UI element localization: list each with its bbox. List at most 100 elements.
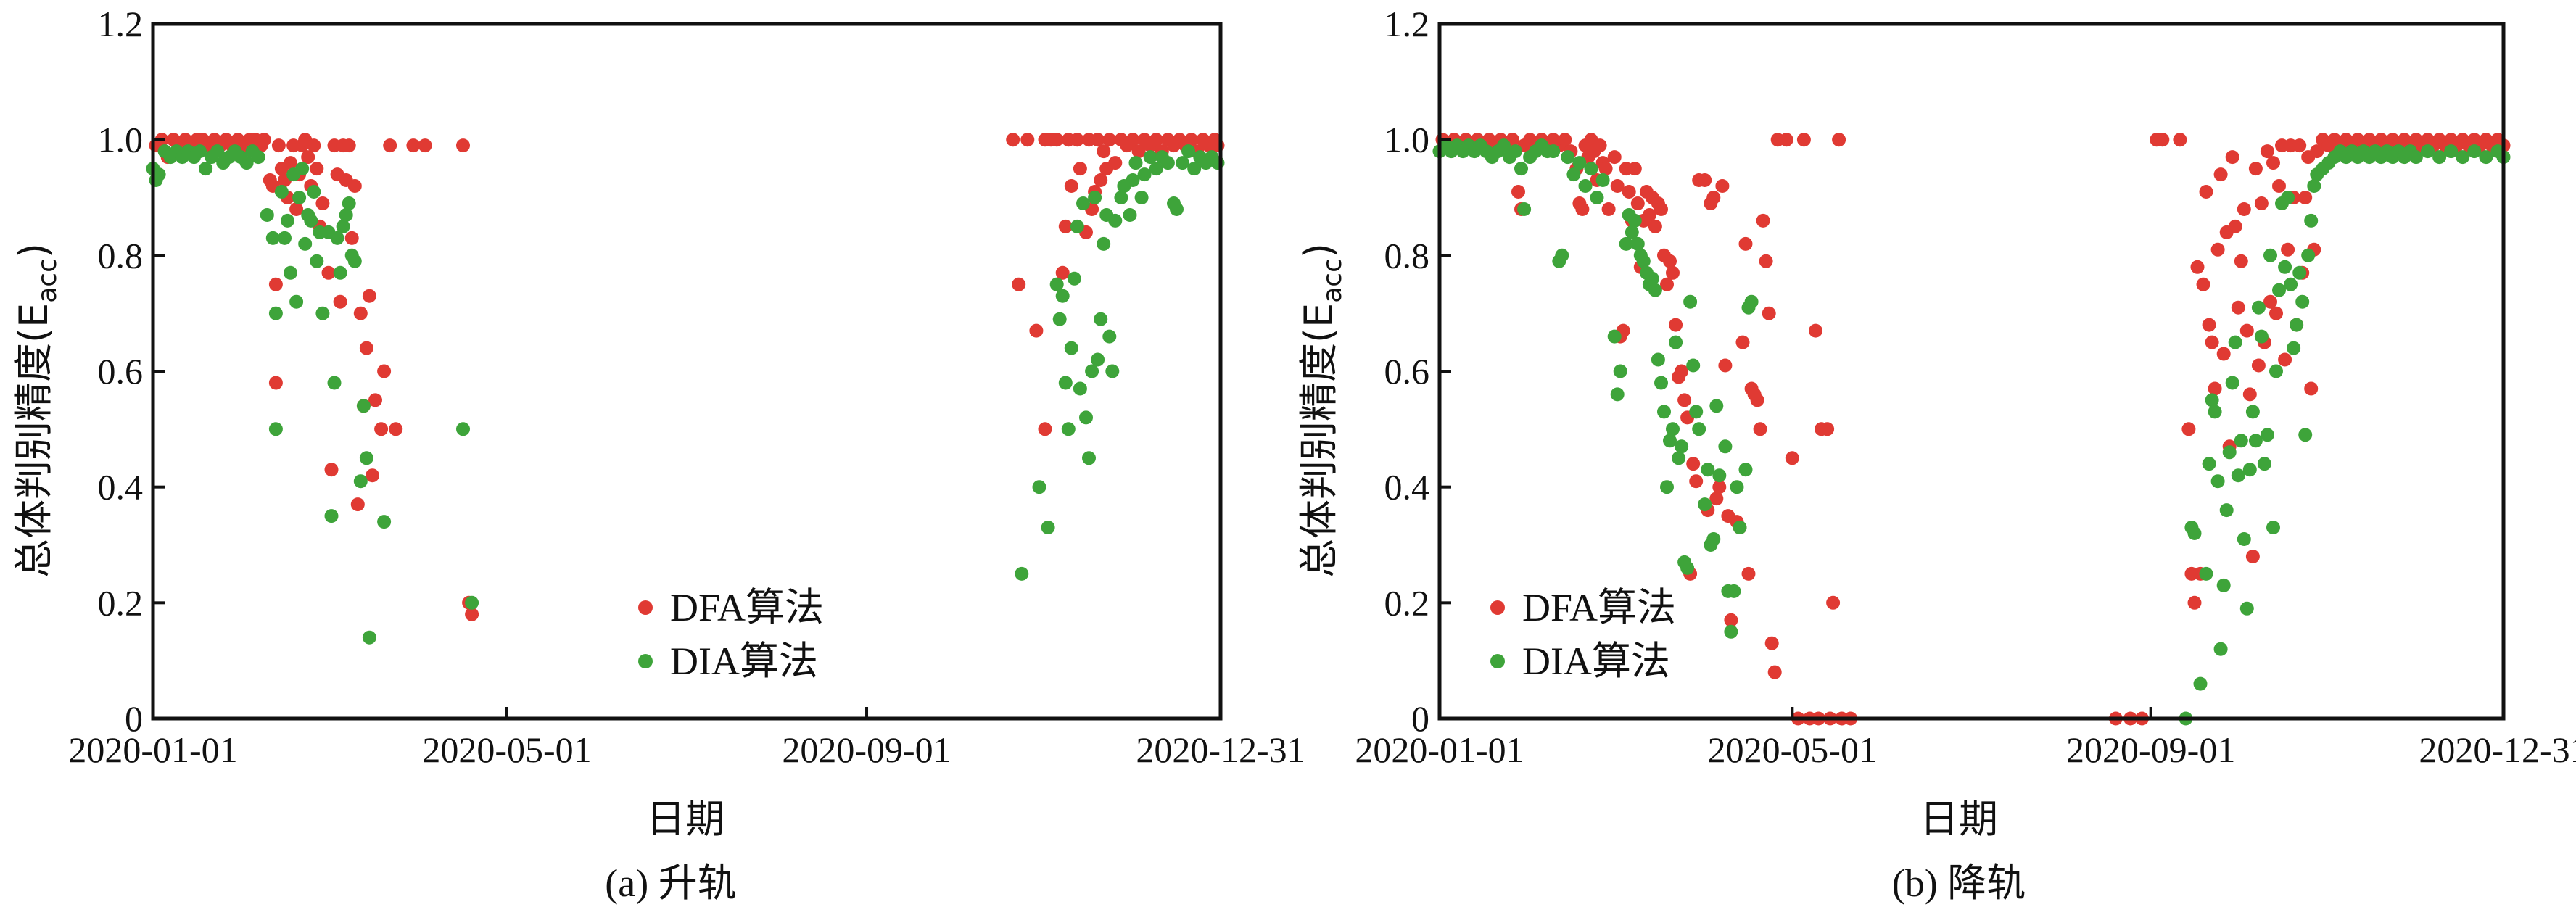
data-point [1709, 492, 1724, 506]
data-point [1709, 399, 1724, 413]
data-point [344, 231, 359, 245]
data-point [2284, 277, 2298, 291]
data-point [347, 179, 362, 193]
data-point [1625, 225, 1639, 239]
data-point [1718, 358, 1733, 373]
data-point [350, 497, 365, 512]
y-tick-label: 0.8 [98, 235, 144, 276]
x-tick-label: 2020-05-01 [422, 729, 591, 770]
data-point [1126, 173, 1140, 187]
data-point [1820, 422, 1835, 436]
y-tick-label: 0.4 [1384, 467, 1430, 508]
data-point [1076, 196, 1090, 210]
data-point [2245, 405, 2260, 419]
data-point [2242, 387, 2257, 402]
data-point [1683, 294, 1698, 309]
data-point [278, 231, 292, 245]
data-point [268, 376, 283, 390]
legend-a: DFA算法 DIA算法 [638, 586, 824, 683]
data-point [1669, 318, 1683, 332]
data-point [1073, 162, 1087, 176]
data-point [310, 162, 324, 176]
data-point [2237, 202, 2251, 216]
data-point [1094, 173, 1108, 187]
data-point [307, 185, 321, 199]
data-point [1648, 219, 1662, 233]
x-tick-label: 2020-09-01 [782, 729, 951, 770]
x-tick-label: 2020-09-01 [2066, 729, 2235, 770]
data-point [1137, 167, 1152, 182]
data-point [1666, 265, 1680, 280]
data-point [353, 474, 368, 489]
data-point [1105, 364, 1120, 378]
data-point [307, 138, 321, 153]
data-point [1032, 480, 1046, 494]
data-point [2181, 422, 2196, 436]
data-point [1131, 144, 1146, 159]
data-point [1102, 133, 1117, 147]
data-point [1727, 584, 1741, 598]
data-point [2196, 277, 2210, 291]
xlabel-a: 日期 [646, 796, 724, 842]
data-point [1675, 439, 1689, 454]
data-point [1738, 236, 1753, 251]
data-point [1660, 277, 1674, 291]
data-point [2467, 144, 2482, 159]
y-tick-label: 0 [1411, 698, 1429, 739]
data-point [366, 468, 379, 483]
panel-ascending: 总体判别精度(Eacc) 日期 (a) 升轨 0 0.2 0.4 0.6 0.8 1.0 1… [11, 4, 1305, 905]
data-point [1102, 329, 1117, 344]
data-point [2248, 162, 2263, 176]
data-point [339, 208, 353, 222]
data-point [2248, 434, 2263, 448]
xlabel-b: 日期 [1920, 796, 1998, 842]
data-point [1590, 191, 1604, 204]
data-point [2479, 150, 2493, 165]
data-point [2208, 381, 2222, 396]
data-point [2199, 566, 2213, 581]
data-point [1058, 376, 1073, 390]
data-point [336, 219, 350, 233]
data-point [1698, 173, 1712, 187]
data-point [2213, 642, 2228, 656]
data-point [1712, 480, 1727, 494]
data-point [2208, 405, 2222, 419]
data-point [2210, 474, 2225, 489]
data-point [210, 144, 225, 159]
data-point [1511, 185, 1525, 199]
data-point [1598, 162, 1613, 176]
data-point [1764, 636, 1779, 650]
data-point [1698, 497, 1712, 512]
data-point [2281, 242, 2295, 257]
data-point [1097, 236, 1111, 251]
data-point [1566, 167, 1581, 182]
data-point [1058, 219, 1073, 233]
data-point [2272, 179, 2286, 193]
data-point [347, 254, 362, 268]
data-point [1689, 405, 1704, 419]
data-point [1724, 624, 1738, 639]
data-point [359, 341, 373, 355]
data-point [193, 144, 207, 159]
data-point [2199, 185, 2213, 199]
data-point [2216, 347, 2231, 361]
data-point [1055, 265, 1070, 280]
data-point [1832, 133, 1846, 147]
data-point [374, 422, 389, 436]
data-point [2239, 601, 2254, 616]
data-point [1187, 162, 1202, 176]
data-point [1809, 323, 1822, 338]
data-point [1712, 468, 1727, 483]
data-point [2278, 352, 2292, 367]
data-point [2231, 300, 2245, 315]
data-point [2290, 318, 2304, 332]
data-point [2298, 428, 2313, 442]
data-point [1686, 457, 1701, 471]
data-point [1091, 352, 1105, 367]
data-point [1108, 213, 1123, 228]
data-point [1176, 156, 1190, 170]
data-point [2257, 457, 2271, 471]
data-point [1715, 179, 1730, 193]
series-dfa-b [1435, 133, 2511, 726]
legend-b: DFA算法 DIA算法 [1490, 586, 1676, 683]
